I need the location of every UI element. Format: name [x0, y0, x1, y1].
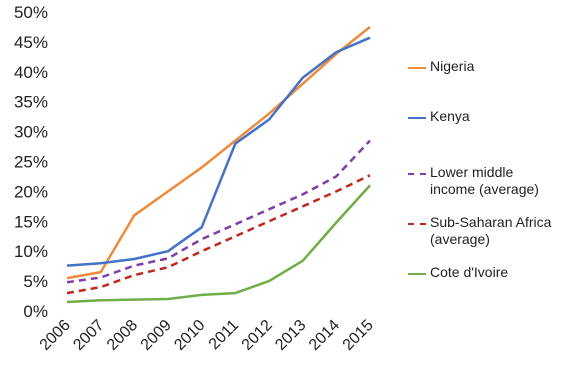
legend-swatch-lower-middle-income — [408, 173, 426, 175]
legend-item-nigeria: Nigeria — [408, 58, 474, 75]
legend-label-sub-saharan-africa: Sub-Saharan Africa (average) — [430, 214, 552, 247]
legend-label-kenya: Kenya — [430, 108, 470, 124]
series-line-0 — [66, 25, 371, 280]
y-tick-label: 10% — [14, 242, 48, 261]
x-tick-label: 2010 — [171, 317, 208, 354]
x-tick-label: 2012 — [239, 317, 276, 354]
x-tick-label: 2011 — [206, 317, 242, 353]
legend-swatch-kenya — [408, 117, 426, 119]
legend-swatch-nigeria — [408, 67, 426, 69]
legend-label-cote-divoire: Cote d'Ivoire — [430, 264, 509, 280]
y-tick-label: 20% — [14, 182, 48, 201]
x-tick-label: 2009 — [138, 317, 175, 354]
y-tick-label: 40% — [14, 63, 48, 82]
x-tick-label: 2015 — [340, 317, 377, 354]
x-tick-label: 2006 — [37, 317, 74, 354]
legend-item-kenya: Kenya — [408, 108, 470, 125]
chart-legend: Nigeria Kenya Lower middle income (avera… — [408, 0, 578, 370]
legend-item-sub-saharan-africa: Sub-Saharan Africa (average) — [408, 214, 551, 248]
series-line-4 — [66, 184, 371, 304]
legend-swatch-sub-saharan-africa — [408, 223, 426, 225]
legend-label-lower-middle-income: Lower middle income (average) — [430, 164, 539, 197]
legend-item-lower-middle-income: Lower middle income (average) — [408, 164, 539, 198]
x-tick-label: 2007 — [70, 317, 107, 354]
series-line-2 — [66, 139, 371, 284]
y-tick-label: 35% — [14, 93, 48, 112]
x-tick-label: 2014 — [306, 317, 343, 354]
x-tick-label: 2008 — [104, 317, 141, 354]
line-chart: 0%5%10%15%20%25%30%35%40%45%50%200620072… — [14, 3, 377, 354]
y-tick-label: 25% — [14, 153, 48, 172]
y-tick-label: 0% — [23, 302, 48, 321]
y-tick-label: 15% — [14, 212, 48, 231]
y-tick-label: 50% — [14, 3, 48, 22]
y-tick-label: 5% — [23, 272, 48, 291]
series-line-3 — [66, 174, 371, 295]
series-line-1 — [66, 36, 371, 267]
legend-label-nigeria: Nigeria — [430, 58, 475, 74]
y-tick-label: 30% — [14, 123, 48, 142]
y-tick-label: 45% — [14, 33, 48, 52]
legend-item-cote-divoire: Cote d'Ivoire — [408, 264, 508, 281]
legend-swatch-cote-divoire — [408, 273, 426, 275]
x-tick-label: 2013 — [272, 317, 309, 354]
